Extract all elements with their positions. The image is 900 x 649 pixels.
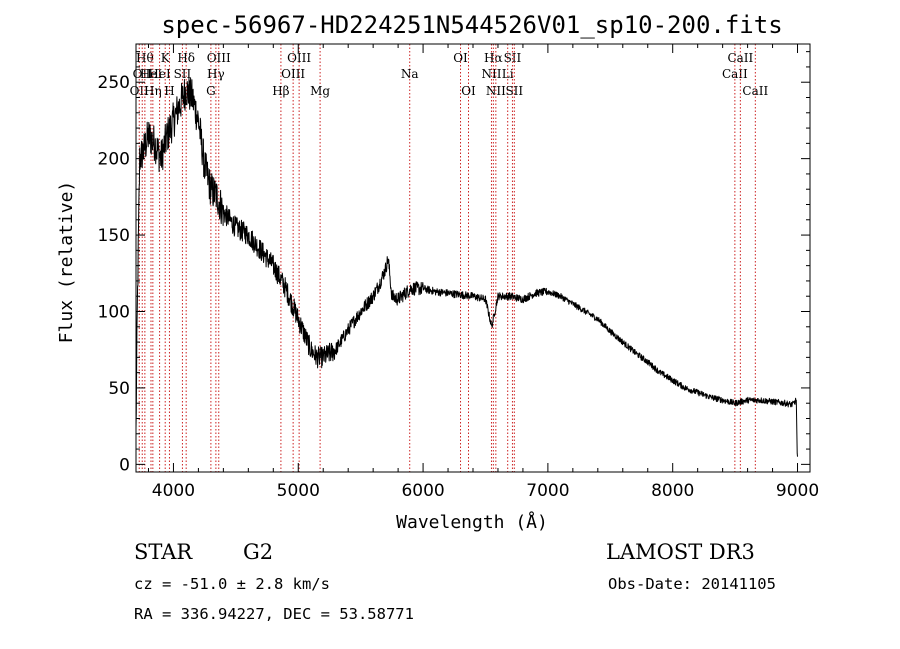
line-marker-label: Mg xyxy=(310,84,330,98)
line-marker-label: HeI xyxy=(148,67,171,81)
line-marker-label: OII xyxy=(133,67,153,81)
line-marker-label: OI xyxy=(461,84,476,98)
line-marker-label: OII xyxy=(130,84,150,98)
line-marker-label: SII xyxy=(504,51,522,65)
y-tick-label: 100 xyxy=(98,303,130,323)
line-marker-label: CaII xyxy=(742,84,768,98)
y-tick-label: 250 xyxy=(98,73,130,93)
line-marker-label: Hα xyxy=(484,51,503,65)
x-tick-label: 5000 xyxy=(277,481,320,501)
line-marker-label: OI xyxy=(453,51,468,65)
plot-frame xyxy=(135,43,811,473)
line-marker-label: Li xyxy=(502,67,514,81)
line-marker-label: NII xyxy=(486,84,506,98)
object-class: STAR xyxy=(134,540,193,564)
line-marker-label: OIII xyxy=(287,51,311,65)
redshift-text: cz = -51.0 ± 2.8 km/s xyxy=(134,575,330,593)
line-marker-label: H xyxy=(164,84,174,98)
coordinates-text: RA = 336.94227, DEC = 53.58771 xyxy=(134,605,414,623)
spectrum-line xyxy=(135,77,798,457)
line-marker-label: Hβ xyxy=(272,84,289,98)
object-subclass: G2 xyxy=(243,540,273,564)
spectral-line-markers: OIIOIIHθHeIHηHeIKHSIIHδGHγOIIIHβOIIIOIII… xyxy=(130,44,768,472)
line-marker-label: G xyxy=(206,84,216,98)
line-marker-label: SII xyxy=(505,84,523,98)
x-tick-label: 8000 xyxy=(651,481,694,501)
line-marker-label: HeI xyxy=(140,67,163,81)
x-tick-label: 6000 xyxy=(401,481,444,501)
x-tick-label: 7000 xyxy=(526,481,569,501)
line-marker-label: OIII xyxy=(207,51,231,65)
line-marker-label: Hδ xyxy=(177,51,195,65)
line-marker-label: OIII xyxy=(281,67,305,81)
y-axis-tick-labels: 0 50 100 150 200 250 xyxy=(98,73,130,475)
line-marker-label: Hθ xyxy=(136,51,154,65)
line-marker-label: NII xyxy=(481,67,501,81)
y-axis-label: Flux (relative) xyxy=(56,181,77,344)
y-tick-label: 200 xyxy=(98,150,130,170)
line-marker-label: CaII xyxy=(722,67,748,81)
axis-ticks xyxy=(136,44,810,472)
x-axis-tick-labels: 4000 5000 6000 7000 8000 9000 xyxy=(152,481,819,501)
y-tick-label: 150 xyxy=(98,226,130,246)
line-marker-label: Hγ xyxy=(207,67,225,81)
line-marker-label: Hη xyxy=(144,84,162,98)
y-tick-label: 50 xyxy=(108,379,130,399)
line-marker-label: Na xyxy=(401,67,419,81)
y-tick-label: 0 xyxy=(119,455,130,475)
survey-name: LAMOST DR3 xyxy=(606,540,755,564)
obs-date-text: Obs-Date: 20141105 xyxy=(608,575,776,593)
x-tick-label: 9000 xyxy=(776,481,819,501)
line-marker-label: SII xyxy=(174,67,192,81)
chart-title: spec-56967-HD224251N544526V01_sp10-200.f… xyxy=(161,11,782,39)
line-marker-label: K xyxy=(161,51,171,65)
x-axis-label: Wavelength (Å) xyxy=(396,511,548,533)
line-marker-label: CaII xyxy=(727,51,753,65)
x-tick-label: 4000 xyxy=(152,481,195,501)
